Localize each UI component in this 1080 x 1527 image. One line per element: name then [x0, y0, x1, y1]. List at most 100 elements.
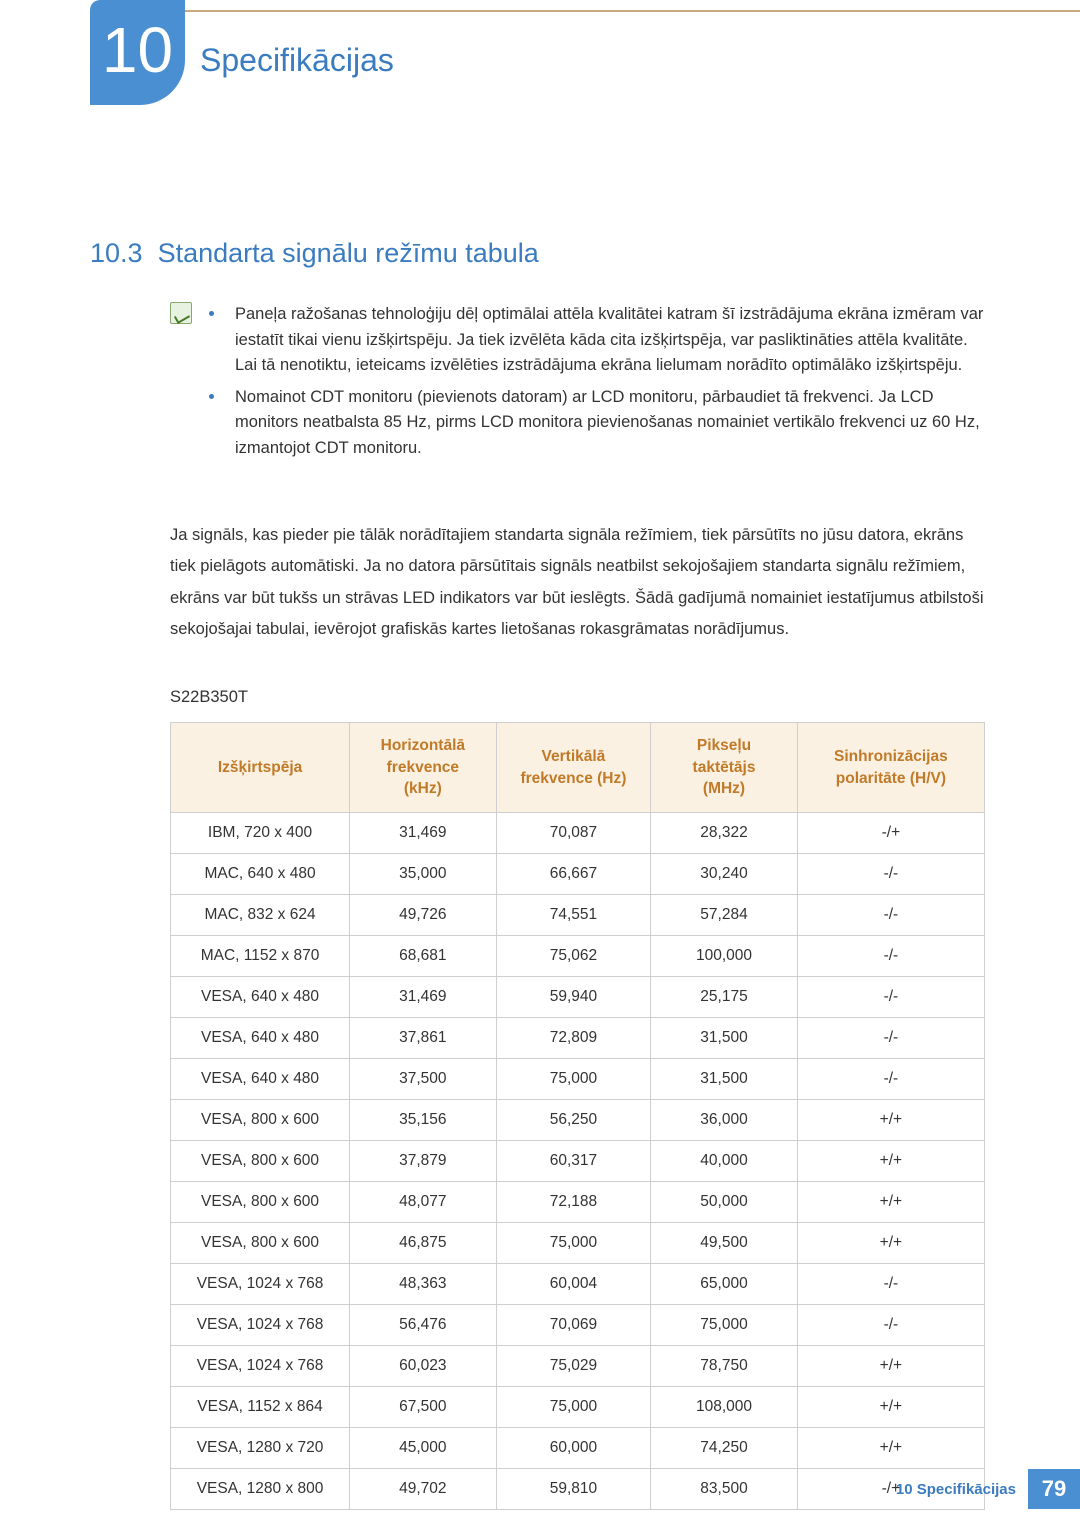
table-row: VESA, 800 x 60037,87960,31740,000+/+: [171, 1141, 985, 1182]
section-title: Standarta signālu režīmu tabula: [158, 238, 539, 268]
table-cell: +/+: [797, 1346, 984, 1387]
table-row: MAC, 1152 x 87068,68175,062100,000-/-: [171, 936, 985, 977]
table-cell: 57,284: [651, 895, 798, 936]
footer-text: 10 Specifikācijas: [896, 1481, 1016, 1498]
table-cell: 67,500: [350, 1387, 497, 1428]
table-cell: 59,810: [496, 1469, 651, 1510]
table-cell: 70,069: [496, 1305, 651, 1346]
table-cell: 59,940: [496, 977, 651, 1018]
table-row: VESA, 1280 x 80049,70259,81083,500-/+: [171, 1469, 985, 1510]
table-cell: 46,875: [350, 1223, 497, 1264]
body-paragraph: Ja signāls, kas pieder pie tālāk norādīt…: [170, 520, 985, 645]
table-cell: 68,681: [350, 936, 497, 977]
table-cell: 28,322: [651, 813, 798, 854]
table-cell: 75,000: [651, 1305, 798, 1346]
chapter-title: Specifikācijas: [200, 42, 394, 79]
table-row: VESA, 1024 x 76860,02375,02978,750+/+: [171, 1346, 985, 1387]
top-rule: [90, 10, 1080, 12]
table-cell: MAC, 1152 x 870: [171, 936, 350, 977]
note-item: Paneļa ražošanas tehnoloģiju dēļ optimāl…: [205, 302, 985, 379]
table-cell: -/-: [797, 1305, 984, 1346]
table-cell: 72,809: [496, 1018, 651, 1059]
table-header-cell: Horizontālāfrekvence(kHz): [350, 723, 497, 813]
note-icon: [170, 302, 192, 324]
table-cell: 70,087: [496, 813, 651, 854]
table-cell: 45,000: [350, 1428, 497, 1469]
table-cell: 40,000: [651, 1141, 798, 1182]
table-cell: 56,250: [496, 1100, 651, 1141]
table-cell: VESA, 800 x 600: [171, 1223, 350, 1264]
page-footer: 10 Specifikācijas 79: [896, 1469, 1080, 1509]
table-cell: -/-: [797, 1264, 984, 1305]
table-cell: VESA, 800 x 600: [171, 1182, 350, 1223]
table-cell: VESA, 1152 x 864: [171, 1387, 350, 1428]
chapter-number: 10: [102, 18, 173, 82]
table-row: VESA, 640 x 48037,50075,00031,500-/-: [171, 1059, 985, 1100]
table-cell: 37,500: [350, 1059, 497, 1100]
table-cell: +/+: [797, 1428, 984, 1469]
table-cell: 49,500: [651, 1223, 798, 1264]
table-cell: VESA, 1024 x 768: [171, 1305, 350, 1346]
table-cell: 37,879: [350, 1141, 497, 1182]
table-row: VESA, 1152 x 86467,50075,000108,000+/+: [171, 1387, 985, 1428]
table-cell: 60,004: [496, 1264, 651, 1305]
table-cell: +/+: [797, 1182, 984, 1223]
table-row: VESA, 800 x 60048,07772,18850,000+/+: [171, 1182, 985, 1223]
table-cell: 25,175: [651, 977, 798, 1018]
table-cell: 48,363: [350, 1264, 497, 1305]
table-row: VESA, 1024 x 76848,36360,00465,000-/-: [171, 1264, 985, 1305]
table-cell: -/+: [797, 813, 984, 854]
table-row: VESA, 800 x 60035,15656,25036,000+/+: [171, 1100, 985, 1141]
table-cell: +/+: [797, 1141, 984, 1182]
table-cell: 56,476: [350, 1305, 497, 1346]
table-cell: 60,000: [496, 1428, 651, 1469]
table-cell: VESA, 640 x 480: [171, 1018, 350, 1059]
footer-page-number: 79: [1028, 1469, 1080, 1509]
table-cell: 35,156: [350, 1100, 497, 1141]
table-cell: -/-: [797, 1018, 984, 1059]
chapter-number-badge: 10: [90, 0, 185, 105]
table-cell: 49,702: [350, 1469, 497, 1510]
table-cell: 83,500: [651, 1469, 798, 1510]
table-cell: -/-: [797, 1059, 984, 1100]
table-cell: 108,000: [651, 1387, 798, 1428]
table-cell: 66,667: [496, 854, 651, 895]
table-cell: 31,469: [350, 977, 497, 1018]
table-cell: 37,861: [350, 1018, 497, 1059]
table-cell: 75,062: [496, 936, 651, 977]
table-cell: 75,000: [496, 1223, 651, 1264]
table-cell: +/+: [797, 1223, 984, 1264]
table-header-cell: Sinhronizācijaspolaritāte (H/V): [797, 723, 984, 813]
table-header-cell: Izšķirtspēja: [171, 723, 350, 813]
table-row: VESA, 800 x 60046,87575,00049,500+/+: [171, 1223, 985, 1264]
table-cell: 60,023: [350, 1346, 497, 1387]
table-cell: VESA, 800 x 600: [171, 1141, 350, 1182]
table-cell: MAC, 640 x 480: [171, 854, 350, 895]
table-cell: +/+: [797, 1100, 984, 1141]
table-cell: VESA, 640 x 480: [171, 1059, 350, 1100]
table-row: VESA, 1024 x 76856,47670,06975,000-/-: [171, 1305, 985, 1346]
table-row: MAC, 640 x 48035,00066,66730,240-/-: [171, 854, 985, 895]
table-cell: 74,250: [651, 1428, 798, 1469]
table-cell: -/-: [797, 854, 984, 895]
table-row: VESA, 1280 x 72045,00060,00074,250+/+: [171, 1428, 985, 1469]
table-cell: -/-: [797, 895, 984, 936]
section-number: 10.3: [90, 238, 143, 268]
table-cell: VESA, 640 x 480: [171, 977, 350, 1018]
table-cell: VESA, 1280 x 720: [171, 1428, 350, 1469]
table-cell: 35,000: [350, 854, 497, 895]
table-row: MAC, 832 x 62449,72674,55157,284-/-: [171, 895, 985, 936]
table-cell: VESA, 1024 x 768: [171, 1346, 350, 1387]
signal-mode-table: IzšķirtspējaHorizontālāfrekvence(kHz)Ver…: [170, 722, 985, 1510]
note-block: Paneļa ražošanas tehnoloģiju dēļ optimāl…: [205, 302, 985, 467]
table-cell: 65,000: [651, 1264, 798, 1305]
table-cell: MAC, 832 x 624: [171, 895, 350, 936]
model-label: S22B350T: [170, 688, 248, 707]
table-row: VESA, 640 x 48031,46959,94025,175-/-: [171, 977, 985, 1018]
table-row: VESA, 640 x 48037,86172,80931,500-/-: [171, 1018, 985, 1059]
table-cell: 31,500: [651, 1059, 798, 1100]
table-cell: 75,000: [496, 1059, 651, 1100]
table-row: IBM, 720 x 40031,46970,08728,322-/+: [171, 813, 985, 854]
section-heading: 10.3 Standarta signālu režīmu tabula: [90, 238, 539, 269]
note-item: Nomainot CDT monitoru (pievienots datora…: [205, 385, 985, 462]
